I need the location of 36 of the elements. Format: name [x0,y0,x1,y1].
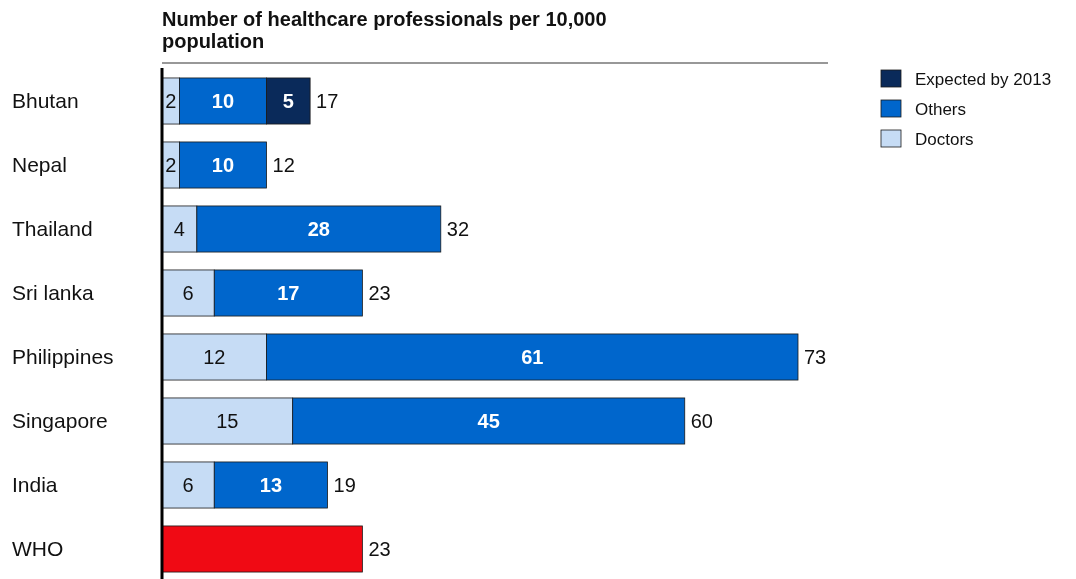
total-label: 17 [316,90,339,112]
data-label: 12 [203,346,226,368]
y-tick-label: WHO [12,537,64,561]
chart-title: Number of healthcare professionals per 10,000 population [162,8,607,52]
y-tick-label: Philippines [12,345,114,369]
data-label: 2 [165,90,177,112]
total-label: 23 [368,282,391,304]
legend-label: Others [915,99,967,119]
total-label: 32 [446,218,470,240]
data-label: 17 [277,282,300,304]
data-label: 6 [182,282,194,304]
data-label: 28 [307,218,330,240]
legend-label: Expected by 2013 [915,69,1052,89]
y-tick-label: Thailand [12,217,93,241]
data-label: 4 [173,218,185,240]
bar [161,525,363,573]
data-label: 6 [182,474,194,496]
data-label: 10 [211,90,235,112]
data-label: 5 [282,90,294,112]
y-tick-label: Singapore [12,409,108,433]
y-tick-label: Nepal [12,153,67,177]
total-label: 19 [333,474,356,496]
legend-label: Doctors [915,129,974,149]
y-tick-label: Sri lanka [12,281,95,305]
data-label: 10 [211,154,235,176]
total-label: 12 [272,154,295,176]
data-label: 2 [165,154,177,176]
y-tick-label: India [12,473,58,497]
data-label: 45 [477,410,500,432]
total-label: 73 [804,346,827,368]
data-label: 61 [521,346,544,368]
total-label: 23 [368,538,391,560]
data-label: 15 [216,410,239,432]
total-label: 60 [690,410,713,432]
data-label: 13 [259,474,283,496]
y-tick-label: Bhutan [12,89,79,113]
